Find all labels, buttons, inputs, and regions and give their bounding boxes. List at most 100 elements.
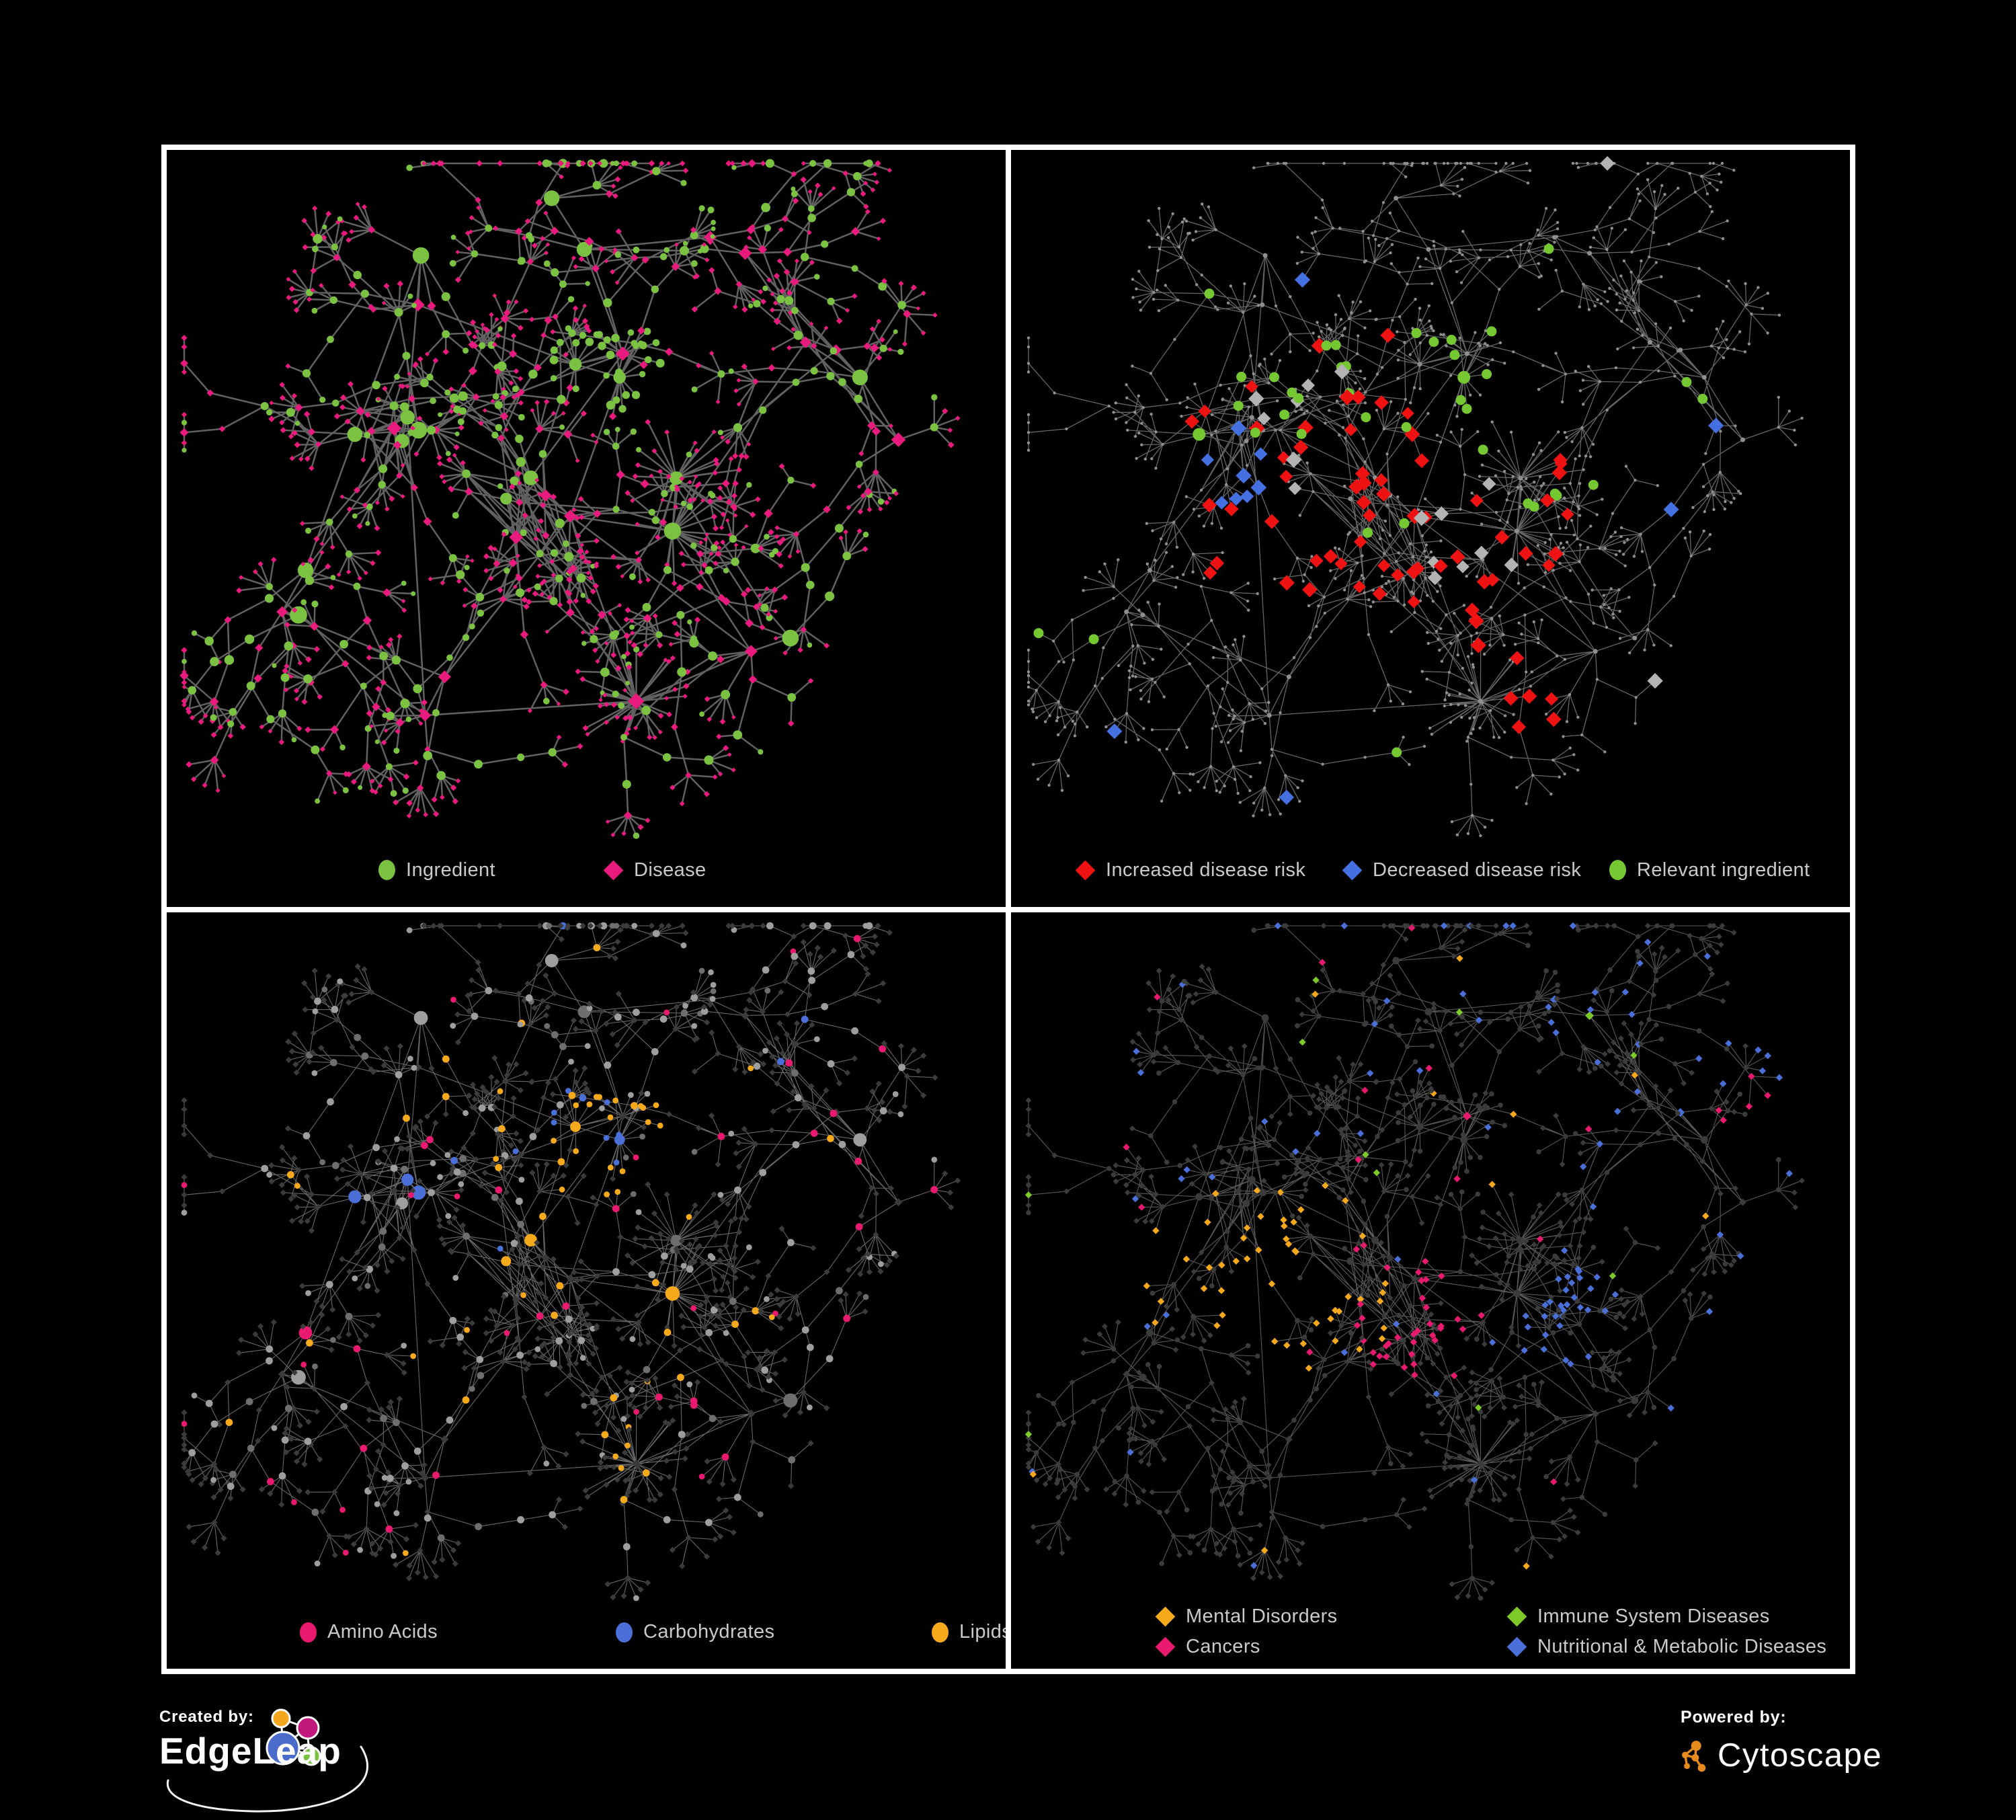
network-node <box>181 1191 188 1198</box>
network-node <box>1593 228 1597 232</box>
network-node <box>643 327 651 335</box>
network-node <box>471 1012 479 1020</box>
network-node <box>783 1393 798 1407</box>
network-node <box>313 645 320 653</box>
network-node <box>658 922 665 929</box>
network-node <box>1737 1252 1744 1259</box>
network-node <box>179 428 189 437</box>
network-node <box>413 1213 419 1220</box>
network-node <box>879 1099 886 1105</box>
network-node <box>863 180 869 186</box>
network-node <box>614 176 621 183</box>
network-node <box>621 831 627 836</box>
network-node <box>879 1107 887 1115</box>
network-node <box>1126 1429 1133 1436</box>
network-node <box>1697 294 1701 298</box>
network-node <box>185 706 191 712</box>
network-node <box>513 584 518 589</box>
network-node <box>259 724 265 729</box>
network-node <box>1576 1303 1584 1311</box>
network-node <box>1404 1187 1409 1192</box>
network-node <box>330 545 335 550</box>
network-node <box>1654 1244 1661 1251</box>
network-node <box>1743 350 1747 354</box>
network-node <box>1707 1294 1713 1300</box>
network-node <box>807 967 815 975</box>
network-node <box>1467 1378 1474 1385</box>
network-node <box>289 1217 296 1224</box>
network-node <box>357 1546 363 1553</box>
network-node <box>535 198 543 206</box>
network-node <box>442 330 450 338</box>
network-node <box>684 1431 691 1437</box>
network-node <box>1125 396 1129 399</box>
network-node <box>537 491 542 496</box>
network-node <box>1720 1116 1727 1123</box>
network-node <box>1252 801 1256 805</box>
network-node <box>336 572 341 578</box>
network-node <box>408 395 416 403</box>
network-node <box>1380 366 1384 369</box>
network-node <box>361 965 368 972</box>
network-node <box>470 558 475 563</box>
network-node <box>864 970 871 977</box>
network-node <box>1375 1004 1382 1011</box>
network-node <box>1363 527 1373 538</box>
network-node <box>709 350 715 356</box>
network-node <box>586 1360 592 1367</box>
network-node <box>1470 681 1474 685</box>
network-node <box>1632 1482 1638 1489</box>
network-node <box>1389 1023 1394 1029</box>
network-node <box>1219 740 1223 744</box>
network-node <box>1147 700 1151 703</box>
network-node <box>1251 717 1255 721</box>
network-node <box>1559 541 1563 545</box>
network-node <box>1424 922 1430 928</box>
network-node <box>483 567 489 573</box>
network-node <box>1416 256 1420 260</box>
network-node <box>344 1180 351 1187</box>
network-node <box>218 1187 226 1194</box>
network-node <box>527 1020 534 1027</box>
network-node <box>614 1041 620 1048</box>
network-node <box>1547 546 1564 562</box>
network-node <box>292 269 297 274</box>
network-node <box>1563 1134 1568 1139</box>
network-node <box>607 1114 614 1120</box>
network-node <box>738 246 752 260</box>
network-node <box>526 587 532 593</box>
network-node <box>862 531 869 538</box>
network-node <box>440 580 446 586</box>
network-node <box>1193 428 1206 441</box>
network-node <box>1139 697 1143 701</box>
network-node <box>399 1224 406 1231</box>
network-node <box>728 456 734 462</box>
network-node <box>556 1496 563 1503</box>
network-node <box>1131 278 1135 281</box>
network-node <box>651 1210 657 1216</box>
network-node <box>436 1216 443 1223</box>
network-node <box>709 492 716 499</box>
network-node <box>413 361 419 367</box>
network-node <box>494 317 499 322</box>
network-node <box>477 1372 485 1379</box>
network-node <box>567 1371 573 1378</box>
network-node <box>1506 1253 1512 1259</box>
network-node <box>286 276 291 282</box>
network-node <box>369 1322 376 1329</box>
network-node <box>657 1404 663 1411</box>
network-node <box>1425 161 1429 165</box>
network-node <box>1693 951 1698 957</box>
network-node <box>1617 588 1621 592</box>
network-node <box>1330 328 1333 331</box>
network-node <box>723 1507 729 1513</box>
network-node <box>1445 344 1448 348</box>
network-node <box>291 737 297 743</box>
network-node <box>339 1506 346 1513</box>
network-node <box>666 922 672 929</box>
network-node <box>551 1311 558 1319</box>
network-node <box>1613 530 1617 534</box>
network-node <box>1257 411 1271 426</box>
network-node <box>712 1232 719 1238</box>
network-node <box>1477 256 1481 260</box>
